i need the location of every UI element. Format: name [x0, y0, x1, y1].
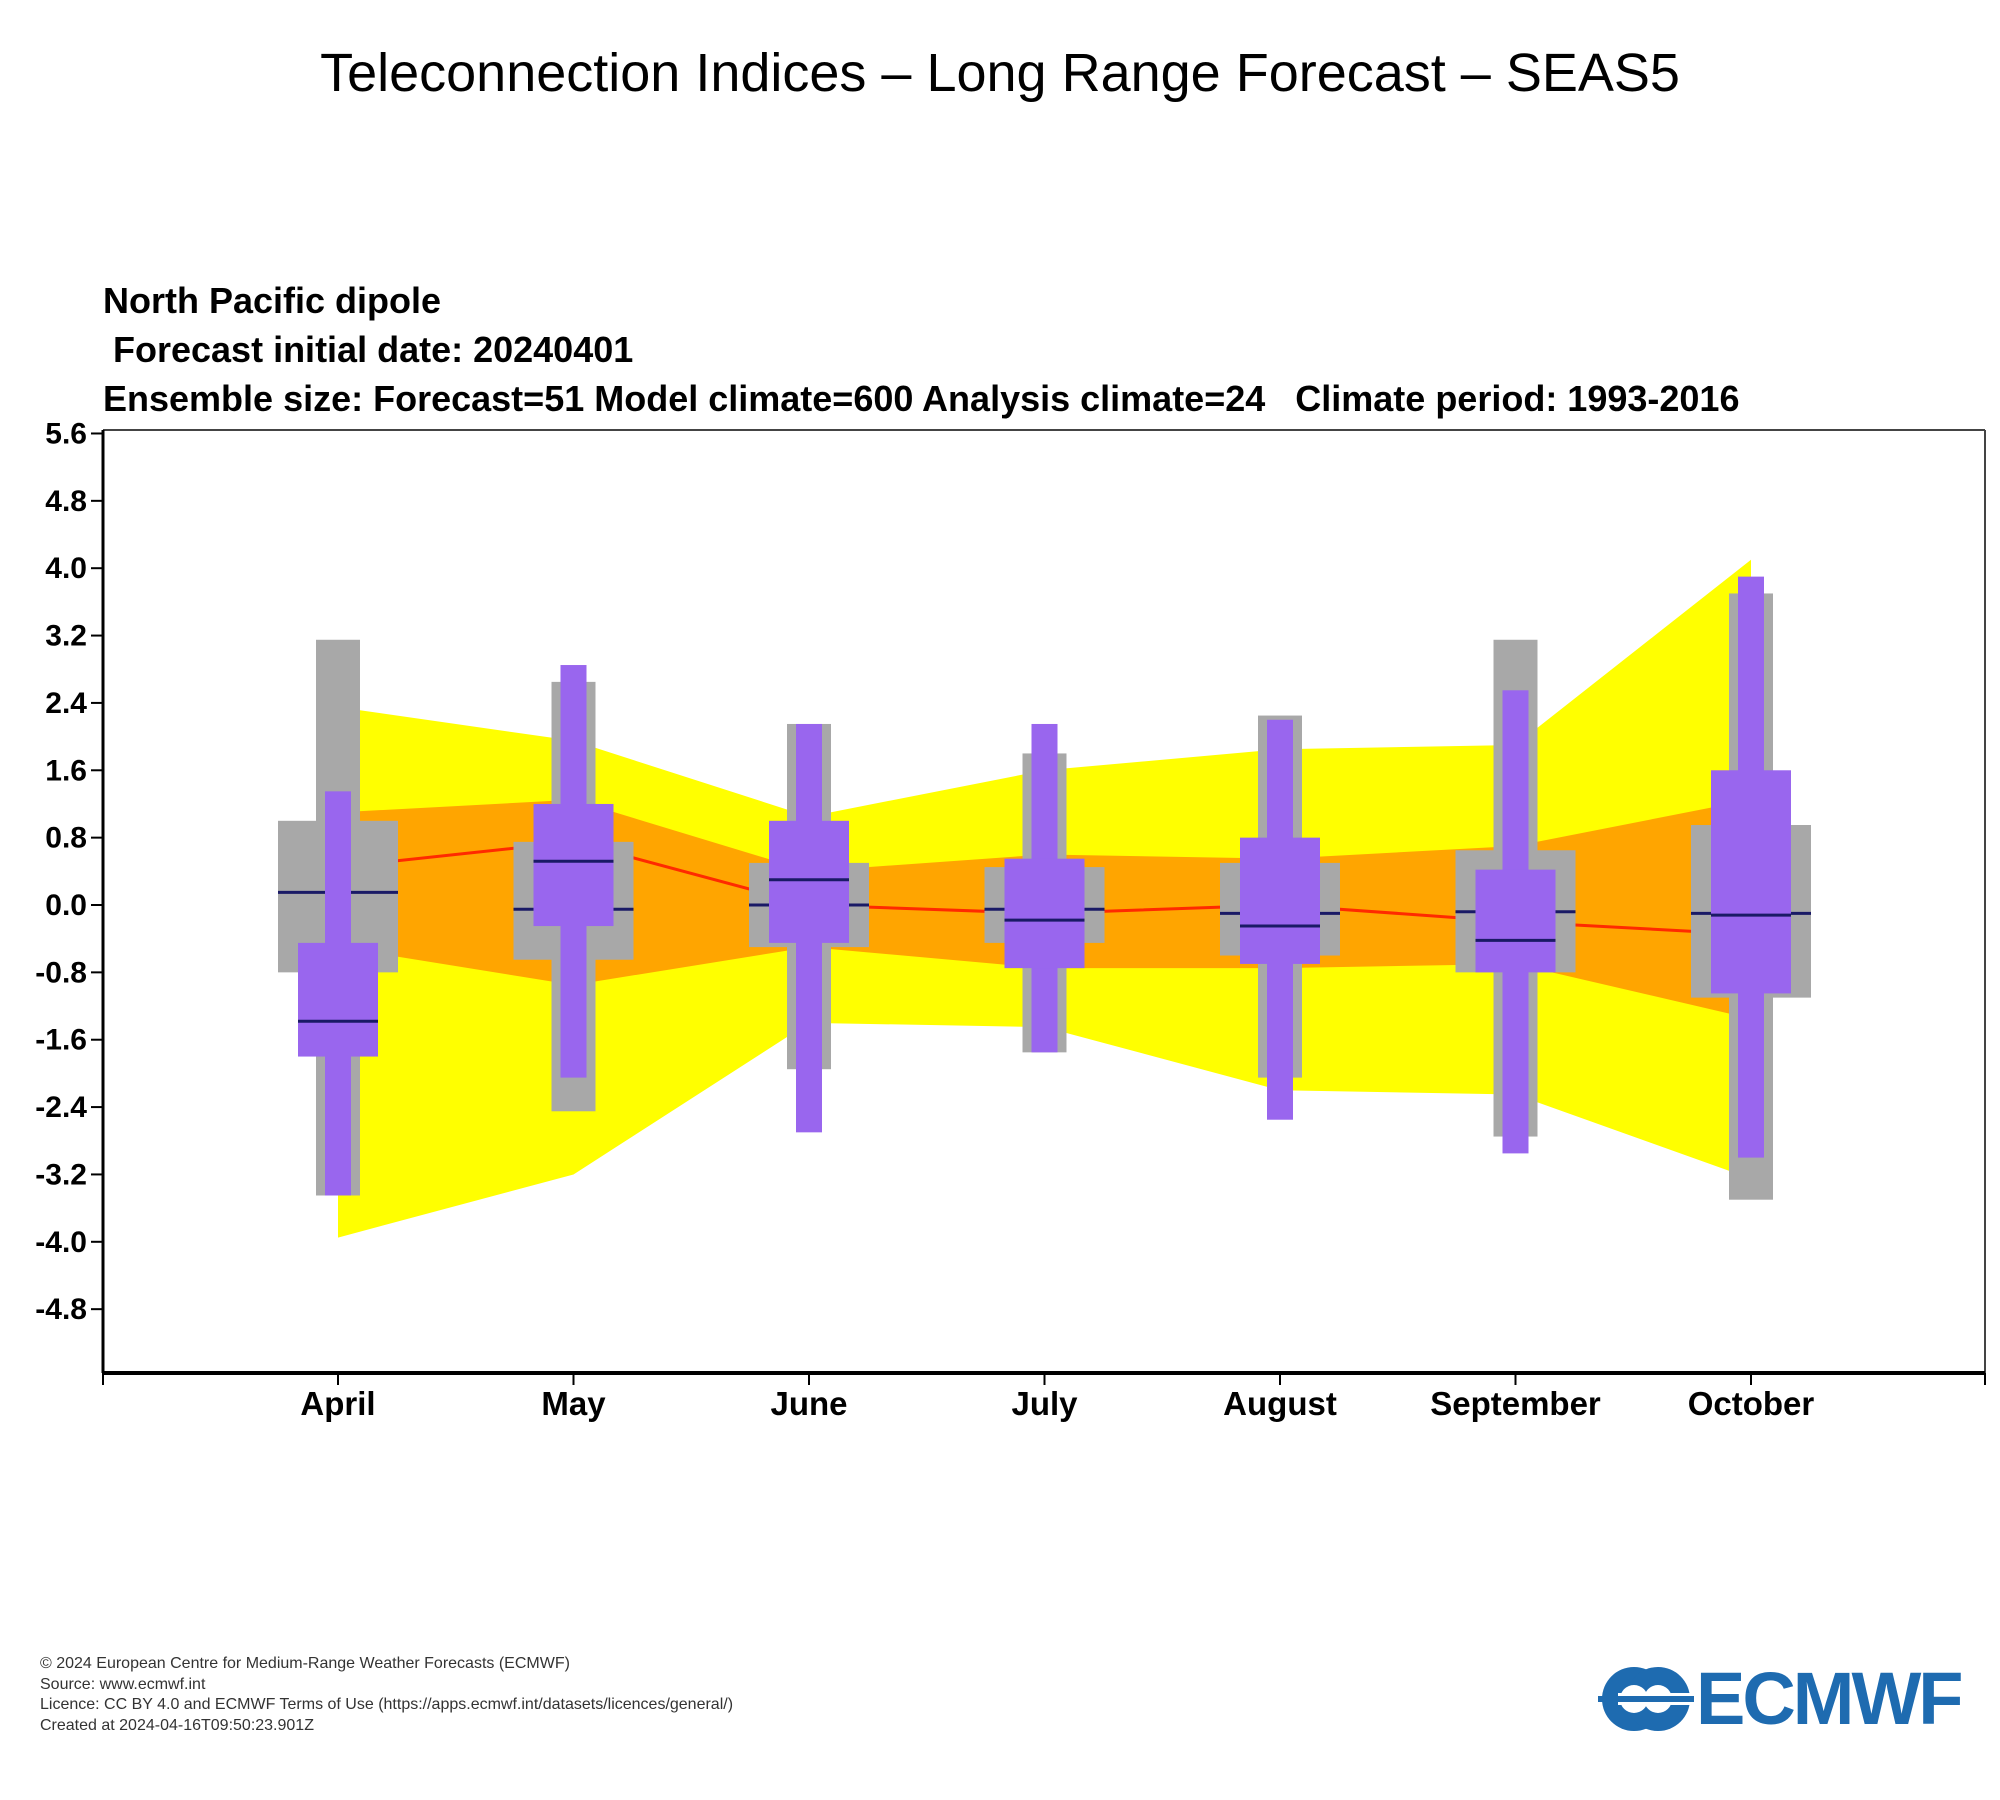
- x-tick-label-october: October: [1688, 1385, 1815, 1422]
- y-tick-label: 4.0: [45, 552, 87, 585]
- forecast-box: [769, 820, 849, 943]
- ecmwf-logo-icon: [1598, 1667, 1694, 1731]
- y-tick-label: -2.4: [35, 1091, 87, 1124]
- source-text: Source: www.ecmwf.int: [40, 1675, 206, 1693]
- y-tick-label: 2.4: [45, 687, 87, 720]
- month-box-october: [1691, 576, 1811, 1200]
- ecmwf-logo-text: ECMWF: [1696, 1657, 1963, 1740]
- y-tick-label: 5.6: [45, 417, 87, 450]
- y-tick-label: -4.8: [35, 1293, 87, 1326]
- forecast-box: [1240, 837, 1320, 964]
- x-tick-label-august: August: [1223, 1385, 1337, 1422]
- y-tick-label: 1.6: [45, 754, 87, 787]
- forecast-box: [1004, 858, 1085, 969]
- y-tick-label: -1.6: [35, 1024, 87, 1057]
- month-box-september: [1455, 639, 1576, 1154]
- y-tick-label: 3.2: [45, 620, 87, 653]
- subtitle-line-2: Forecast initial date: 20240401: [103, 329, 633, 370]
- copyright-text: © 2024 European Centre for Medium-Range …: [40, 1655, 570, 1672]
- forecast-box: [1711, 770, 1791, 994]
- subtitle-line-1: North Pacific dipole: [103, 280, 441, 321]
- forecast-box: [1475, 869, 1556, 973]
- axes: 5.6 4.8 4.0 3.2 2.4 1.6 0.8 0.0 -0.8 -1.6 -2.4 -3.2…: [35, 417, 1986, 1422]
- x-tick-label-september: September: [1430, 1385, 1601, 1422]
- x-tick-label-may: May: [541, 1385, 606, 1422]
- page-title: Teleconnection Indices – Long Range Fore…: [320, 43, 1680, 103]
- y-tick-label: 0.0: [45, 889, 87, 922]
- month-box-april: [278, 639, 398, 1196]
- chart-subtitles: North Pacific dipole Forecast initial da…: [103, 280, 1739, 419]
- y-tick-label: -0.8: [35, 956, 87, 989]
- forecast-box: [298, 942, 378, 1057]
- licence-text: Licence: CC BY 4.0 and ECMWF Terms of Us…: [40, 1696, 734, 1713]
- month-box-may: [513, 665, 634, 1112]
- box-plots: [278, 576, 1811, 1200]
- subtitle-line-3: Ensemble size: Forecast=51 Model climate…: [103, 378, 1739, 419]
- y-tick-label: 0.8: [45, 822, 87, 855]
- y-tick-label: -3.2: [35, 1158, 87, 1191]
- footer: © 2024 European Centre for Medium-Range …: [40, 1654, 733, 1736]
- y-tick-label: 4.8: [45, 485, 87, 518]
- created-text: Created at 2024-04-16T09:50:23.901Z: [40, 1716, 314, 1734]
- y-tick-label: -4.0: [35, 1226, 87, 1259]
- forecast-box: [533, 803, 614, 927]
- month-box-july: [984, 723, 1105, 1053]
- ecmwf-logo: ECMWF: [1598, 1659, 1970, 1739]
- x-tick-label-june: June: [770, 1385, 847, 1422]
- month-box-august: [1220, 715, 1340, 1120]
- x-tick-label-july: July: [1011, 1385, 1078, 1422]
- x-tick-label-april: April: [300, 1385, 375, 1422]
- month-box-june: [749, 723, 869, 1133]
